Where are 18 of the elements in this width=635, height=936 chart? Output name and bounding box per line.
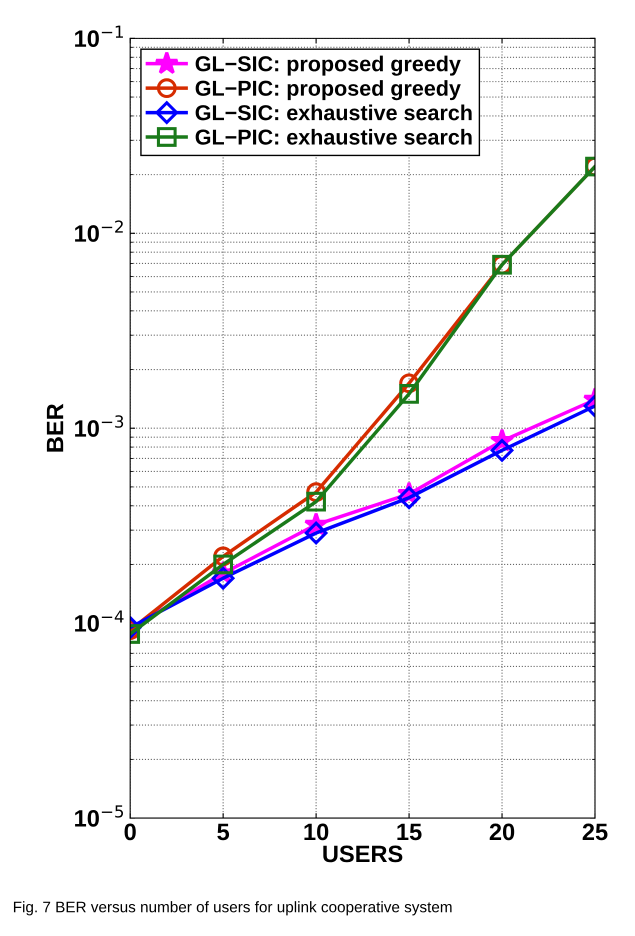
x-tick-label: 20: [490, 824, 514, 840]
x-tick-label: 15: [397, 824, 422, 840]
x-tick-label: 25: [582, 824, 608, 840]
y-tick-label: 10$^{−1}$: [75, 26, 123, 47]
y-tick-label: 10$^{−4}$: [75, 610, 124, 632]
x-tick-label: 0: [124, 824, 136, 840]
legend-label: GL−PIC: exhaustive search: [196, 128, 472, 145]
x-tick-label: 5: [217, 824, 230, 840]
x-axis-title: USERS: [323, 846, 402, 862]
y-axis-title: BER: [46, 404, 64, 452]
caption: Fig. 7 BER versus number of users for uplink cooperative system: [14, 901, 452, 916]
legend-label: GL−SIC: exhaustive search: [196, 104, 472, 120]
legend-label: GL−PIC: proposed greedy: [196, 80, 461, 100]
y-tick-label: 10$^{−2}$: [75, 220, 123, 242]
legend-label: GL−SIC: proposed greedy: [196, 56, 461, 76]
x-tick-label: 10: [304, 824, 328, 840]
y-tick-label: 10$^{−3}$: [75, 415, 124, 437]
y-tick-label: 10$^{−5}$: [75, 805, 124, 827]
